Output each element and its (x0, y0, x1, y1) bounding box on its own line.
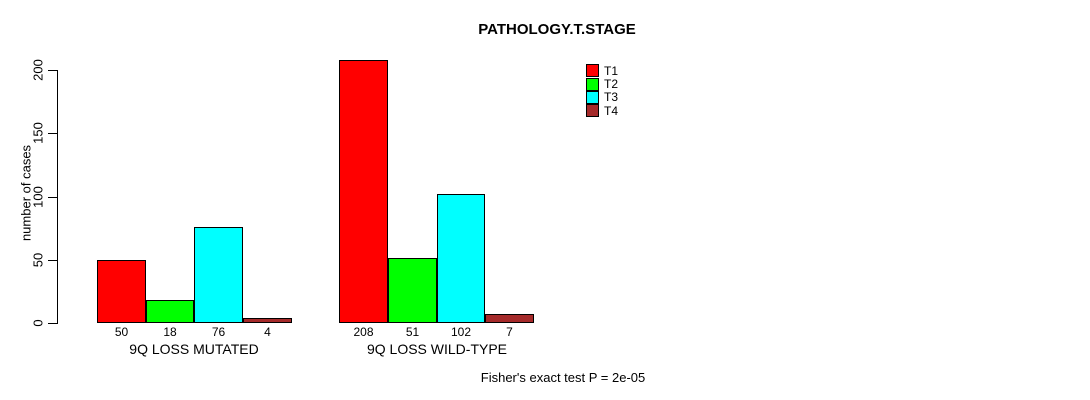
bar-value-label: 4 (264, 325, 271, 339)
y-axis-tick (48, 70, 57, 71)
bar-value-label: 18 (163, 325, 177, 339)
fisher-test-annotation: Fisher's exact test P = 2e-05 (480, 370, 646, 385)
legend-item: T4 (586, 103, 619, 118)
y-axis-tick (48, 133, 57, 134)
legend-swatch-t1 (586, 64, 599, 78)
y-axis-tick (48, 260, 57, 261)
legend-item: T1 (586, 63, 619, 78)
legend-swatch-t3 (586, 90, 599, 104)
legend-label: T4 (604, 103, 619, 118)
y-axis-tick-label: 0 (30, 319, 46, 327)
y-axis-tick-label: 150 (30, 122, 46, 144)
y-axis-tick (48, 197, 57, 198)
y-axis-tick-label: 200 (30, 59, 46, 81)
legend-swatch-t2 (586, 77, 599, 91)
bar-value-label: 7 (506, 325, 513, 339)
chart-title: PATHOLOGY.T.STAGE (478, 21, 636, 38)
x-category-label: 9Q LOSS WILD-TYPE (366, 341, 508, 357)
bar-value-label: 102 (450, 325, 472, 339)
legend-label: T2 (604, 77, 619, 92)
legend: T1 T2 T3 T4 (586, 64, 618, 118)
y-axis-tick-label: 100 (30, 186, 46, 208)
y-axis-line (57, 70, 58, 324)
legend-item: T2 (586, 77, 619, 92)
bar-t4 (485, 314, 534, 323)
bar-t3 (194, 227, 243, 323)
bar-t3 (437, 194, 485, 323)
bar-t1 (339, 60, 388, 323)
bar-value-label: 51 (405, 325, 420, 339)
bar-value-label: 50 (114, 325, 129, 339)
bar-value-label: 208 (353, 325, 374, 339)
legend-swatch-t4 (586, 104, 599, 118)
legend-label: T3 (604, 90, 619, 105)
bar-t4 (243, 318, 292, 323)
y-axis-tick-label: 50 (30, 252, 46, 268)
y-axis-tick (48, 323, 57, 324)
bar-value-label: 76 (211, 325, 226, 339)
bar-t1 (97, 260, 146, 323)
bar-t2 (388, 258, 437, 323)
legend-item: T3 (586, 90, 619, 105)
x-category-label: 9Q LOSS MUTATED (129, 341, 259, 357)
bar-t2 (146, 300, 194, 323)
legend-label: T1 (604, 63, 619, 78)
